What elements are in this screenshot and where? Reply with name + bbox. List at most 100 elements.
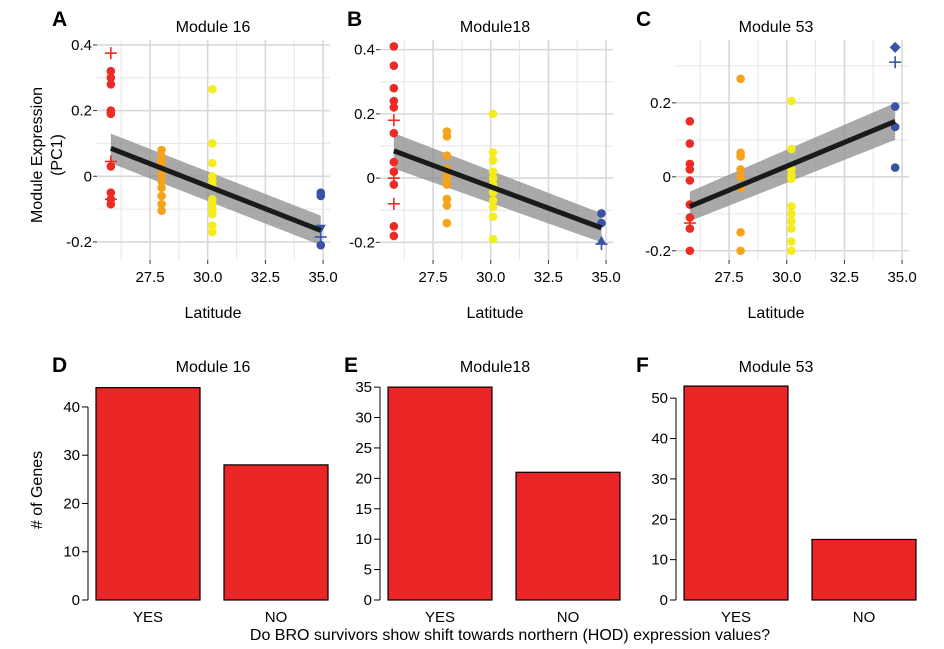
panel-d-ytick-label: 20 (63, 495, 80, 512)
panel-b-fit-line (392, 148, 603, 231)
panel-c-point (683, 217, 696, 230)
panel-a-title: Module 16 (176, 19, 251, 36)
panel-a-point (104, 155, 117, 168)
panel-a-ytick-label: 0.2 (71, 103, 92, 120)
panel-c-point (890, 163, 900, 172)
panel-f-category-label: YES (721, 609, 751, 626)
panel-b-point (389, 128, 399, 138)
panel-a-point (157, 145, 166, 155)
panel-c-scatter: C Module 53 27.5 30.0 32.5 35.0 -0.2 0 0.2 Lat… (636, 8, 917, 322)
panel-e-ytick-label: 0 (364, 592, 372, 609)
panel-d-ylabel: # of Genes (29, 451, 46, 529)
panel-label-b: B (347, 8, 362, 31)
panel-b-xlabel: Latitude (467, 305, 524, 322)
panel-b-point (389, 42, 399, 51)
panel-b-xtick-label: 32.5 (534, 269, 563, 286)
panel-a-xtick-label: 35.0 (308, 269, 337, 286)
panel-a-point (208, 158, 217, 168)
panel-a-point (157, 199, 166, 209)
panel-c-point (685, 165, 695, 174)
panel-c-point (890, 102, 900, 111)
panel-b-point (387, 197, 400, 210)
panel-e-title: Module18 (460, 359, 530, 376)
panel-b-point (389, 167, 399, 176)
panel-b-point (389, 221, 399, 231)
panel-d-title: Module 16 (176, 359, 251, 376)
panel-e-ytick-label: 20 (355, 470, 372, 487)
panel-a-point (316, 191, 326, 201)
panel-a-ytick-label: 0.4 (71, 37, 92, 54)
panel-d-ytick-label: 0 (72, 592, 80, 609)
panel-b-point (488, 148, 498, 157)
panel-c-point (787, 237, 796, 246)
panel-a-ytick-label: 0 (84, 168, 92, 185)
panel-c-point (889, 41, 901, 53)
panel-label-c: C (636, 8, 651, 31)
panel-e-bar: E Module18 YES NO 0 5 10 15 20 25 30 35 (344, 354, 621, 626)
panel-b-point (442, 173, 452, 183)
panel-b-point (389, 231, 399, 241)
panel-c-point (787, 246, 796, 256)
panel-c-xtick-label: 32.5 (830, 269, 859, 286)
panel-c-xtick-label: 35.0 (887, 269, 916, 286)
panel-a-point (316, 240, 326, 250)
panel-c-point (889, 56, 902, 69)
panel-b-point (488, 234, 498, 244)
panel-e-ytick-label: 30 (355, 410, 372, 427)
panel-a-point (106, 66, 116, 76)
panel-b-ytick-label: 0.2 (354, 106, 375, 123)
panel-d-bar (223, 464, 329, 601)
panel-label-f: F (636, 354, 649, 377)
panel-c-point (736, 246, 745, 256)
bars-shared-xlabel: Do BRO survivors show shift towards nort… (250, 627, 770, 644)
panel-d-ytick-label: 10 (63, 544, 80, 561)
panel-c-point (787, 209, 796, 219)
panel-c-point (787, 96, 796, 106)
panel-e-ytick-label: 25 (355, 440, 372, 457)
panel-d-category-label: YES (133, 609, 163, 626)
panel-b-point (597, 209, 606, 218)
panel-label-a: A (52, 8, 67, 31)
panel-c-point (685, 139, 695, 148)
panel-f-bar (811, 538, 917, 601)
panel-f-title: Module 53 (739, 359, 814, 376)
panel-e-bar (387, 386, 493, 601)
panel-b-point (488, 212, 498, 221)
panel-a-point (157, 170, 166, 179)
panel-a-xtick-label: 27.5 (135, 269, 164, 286)
panel-c-ytick-label: -0.2 (645, 243, 671, 260)
panel-f-ytick-label: 40 (651, 431, 668, 448)
panel-f-ytick-label: 10 (651, 552, 668, 569)
panel-c-point (736, 165, 745, 174)
panel-c-point (787, 202, 796, 211)
panel-c-ytick-label: 0.2 (650, 95, 671, 112)
panel-b-point (488, 173, 498, 183)
panel-b-point (442, 132, 452, 141)
panel-c-ytick-label: 0 (663, 169, 671, 186)
panel-b-point (442, 194, 452, 204)
panel-a-ylabel-line1: Module Expression (29, 87, 46, 223)
panel-b-point (442, 218, 452, 228)
panel-a-point (157, 157, 166, 166)
panel-c-point (736, 152, 745, 161)
panel-a-point (157, 183, 166, 193)
panel-b-point (488, 109, 498, 119)
panel-c-point (685, 246, 695, 256)
panel-c-point (787, 144, 796, 154)
panel-b-title: Module18 (460, 19, 530, 36)
panel-a-ytick-label: -0.2 (66, 234, 92, 251)
panel-a-point (157, 176, 166, 186)
panel-a-point (157, 206, 166, 216)
panel-b-point (389, 103, 399, 112)
panel-a-point (208, 139, 217, 148)
panel-a-point (314, 231, 327, 244)
panel-c-point (787, 224, 796, 233)
panel-e-ytick-label: 5 (364, 562, 372, 579)
panel-b-point (595, 237, 608, 250)
panel-b-xtick-label: 30.0 (476, 269, 505, 286)
panel-d-bar: D Module 16 YES NO 0 10 20 30 40 # of Genes (29, 354, 329, 626)
panel-e-bar (515, 471, 621, 601)
panel-b-xtick-label: 27.5 (418, 269, 447, 286)
panel-c-point (685, 117, 695, 126)
